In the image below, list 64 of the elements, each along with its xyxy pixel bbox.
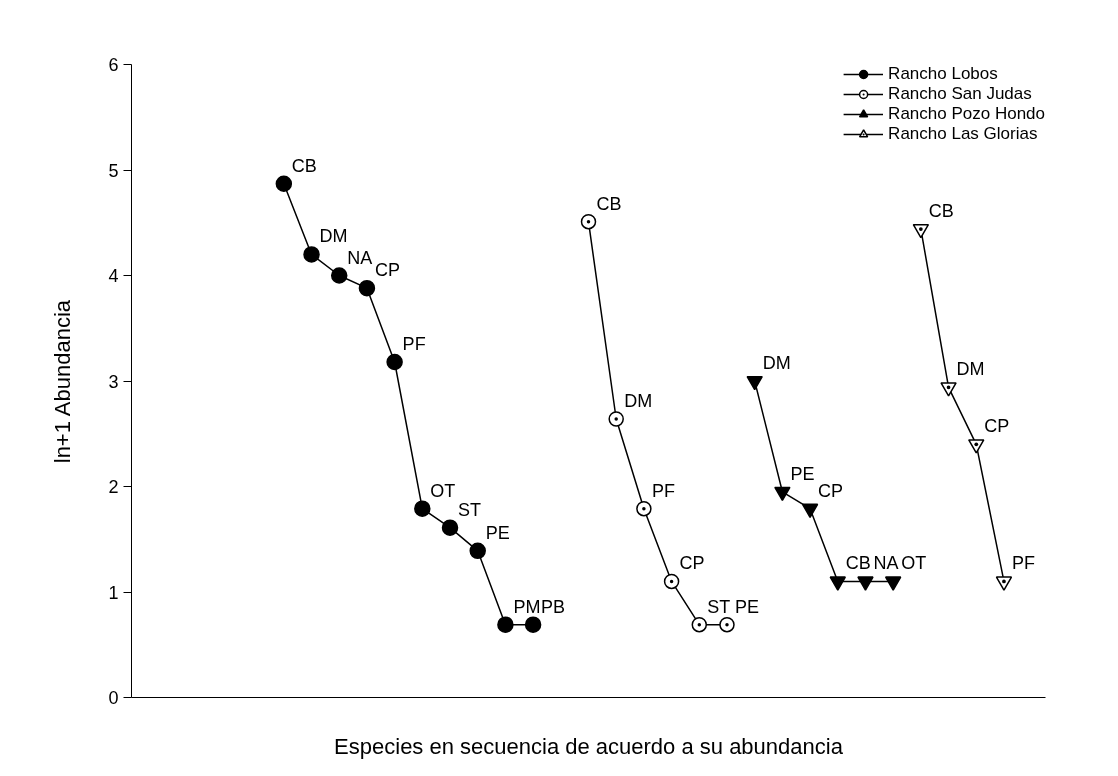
data-label: PB [541, 596, 566, 617]
point [330, 267, 348, 284]
data-label: CB [596, 193, 622, 214]
x-axis-title: Especies en secuencia de acuerdo a su abundancia [334, 733, 844, 759]
legend-label: Rancho Pozo Hondo [888, 104, 1045, 124]
point [358, 279, 376, 297]
data-label: CB [291, 155, 317, 176]
data-label: OT [430, 480, 456, 501]
data-label: CP [679, 553, 705, 574]
point [497, 616, 514, 633]
data-label: NA [347, 247, 373, 268]
data-label: CB [928, 201, 954, 222]
data-label: NA [873, 553, 899, 574]
data-label: ST [707, 596, 731, 617]
point [414, 500, 431, 517]
point [524, 616, 542, 633]
data-label: PM [513, 596, 541, 617]
y-tick-label: 3 [108, 371, 119, 392]
y-axis-title: ln+1 Abundancia [50, 299, 76, 464]
data-label: PF [651, 480, 675, 501]
point [580, 213, 597, 230]
data-label: PE [734, 596, 759, 617]
data-label: DM [762, 353, 791, 373]
point [968, 439, 985, 454]
point [719, 616, 735, 633]
data-label: DM [956, 359, 985, 380]
point [995, 576, 1013, 591]
data-label: CP [374, 260, 400, 281]
data-label: CP [984, 416, 1010, 437]
point [608, 411, 624, 427]
point [636, 500, 652, 517]
y-tick-label: 4 [108, 266, 119, 286]
y-tick-label: 5 [108, 160, 119, 181]
data-label: PE [485, 522, 510, 543]
y-tick-label: 1 [108, 582, 119, 603]
point [746, 375, 763, 391]
data-label: CB [845, 553, 871, 574]
legend-label: Rancho San Judas [888, 84, 1032, 104]
point [386, 353, 403, 371]
data-label: ST [458, 499, 482, 520]
point [829, 576, 847, 591]
data-label: DM [624, 390, 653, 411]
data-label: PF [402, 334, 426, 355]
point [940, 382, 957, 397]
data-label: DM [319, 226, 348, 247]
point [884, 576, 902, 591]
legend-label: Rancho Lobos [888, 64, 998, 84]
data-label: PF [1011, 553, 1035, 574]
legend-label: Rancho Las Glorias [888, 124, 1038, 144]
point [303, 246, 320, 263]
point [441, 519, 459, 536]
point [275, 175, 293, 192]
y-tick-label: 6 [108, 55, 119, 75]
point [663, 573, 680, 590]
y-tick-label: 2 [108, 477, 119, 497]
data-label: OT [901, 553, 927, 574]
point [774, 486, 791, 502]
point [691, 616, 708, 633]
data-label: CP [818, 480, 844, 501]
y-tick-label: 0 [108, 688, 119, 708]
point [857, 576, 874, 591]
data-label: PE [790, 463, 815, 484]
point [469, 542, 486, 560]
point [801, 503, 819, 519]
